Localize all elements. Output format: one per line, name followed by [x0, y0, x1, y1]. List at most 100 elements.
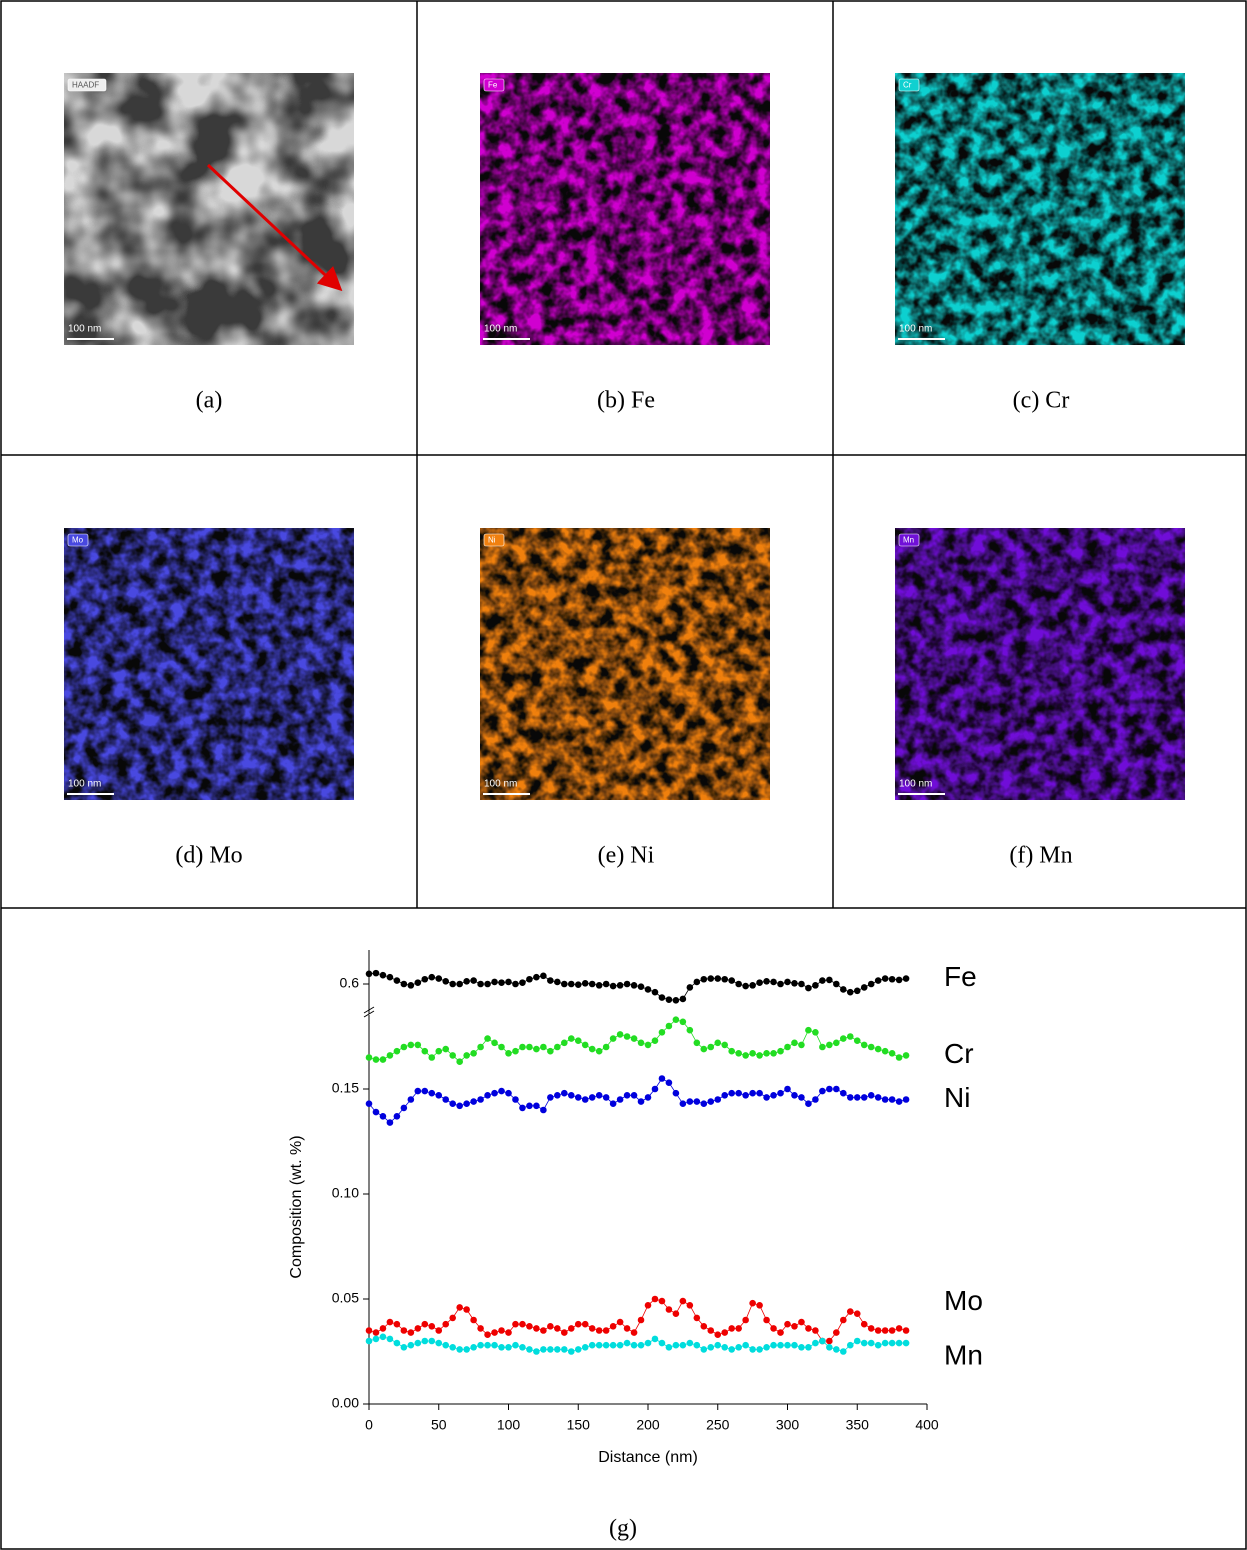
data-point: [777, 1089, 784, 1097]
series-label: Cr: [944, 1038, 974, 1069]
image-tag: Mn: [903, 536, 914, 545]
data-point: [888, 1327, 896, 1334]
y-tick-label: 0.6: [340, 975, 360, 991]
data-point: [798, 1344, 805, 1351]
data-point: [435, 1327, 443, 1334]
data-point: [442, 1096, 450, 1103]
data-point: [658, 1297, 666, 1305]
data-point: [512, 980, 519, 988]
data-point: [672, 1341, 680, 1349]
data-point: [805, 1100, 812, 1107]
data-point: [644, 1302, 652, 1309]
data-point: [616, 1341, 624, 1349]
y-tick-label: 0.15: [332, 1080, 359, 1096]
data-point: [665, 996, 673, 1003]
data-point: [853, 1310, 861, 1317]
data-point: [819, 977, 826, 984]
data-point: [826, 1041, 833, 1049]
data-point: [407, 1329, 415, 1336]
data-point: [665, 1306, 673, 1313]
data-point: [602, 1043, 610, 1051]
data-point: [770, 1341, 777, 1349]
data-point: [686, 1098, 694, 1105]
y-tick-label: 0.10: [332, 1185, 359, 1201]
data-point: [588, 1045, 596, 1053]
data-point: [477, 1325, 484, 1332]
data-point: [519, 979, 526, 986]
data-point: [791, 1341, 798, 1349]
data-point: [686, 984, 694, 991]
caption: (d) Mo: [175, 843, 242, 869]
data-point: [867, 1092, 875, 1099]
data-point: [372, 969, 380, 977]
data-point: [700, 975, 708, 983]
data-point: [512, 1096, 519, 1103]
data-point: [895, 1054, 903, 1061]
data-point: [791, 1092, 798, 1099]
data-point: [602, 1341, 610, 1349]
data-point: [463, 1100, 470, 1107]
data-point: [693, 1039, 701, 1047]
data-point: [777, 1329, 784, 1336]
x-tick-label: 400: [915, 1417, 939, 1433]
data-point: [567, 1325, 575, 1332]
data-point: [749, 1299, 756, 1307]
data-point: [651, 1295, 659, 1303]
data-point: [456, 1346, 463, 1353]
data-point: [386, 1119, 394, 1126]
data-point: [547, 1047, 554, 1055]
data-point: [561, 1089, 568, 1097]
data-point: [609, 1100, 617, 1107]
data-point: [386, 973, 394, 981]
data-point: [623, 1339, 631, 1347]
data-point: [665, 1079, 673, 1086]
data-point: [414, 1325, 422, 1332]
data-point: [846, 1033, 854, 1040]
data-point: [888, 1096, 896, 1103]
data-point: [833, 1039, 840, 1047]
x-tick-label: 150: [567, 1417, 591, 1433]
data-point: [400, 980, 408, 988]
data-point: [484, 1035, 491, 1042]
data-point: [602, 1327, 610, 1334]
data-point: [693, 1314, 701, 1322]
data-point: [874, 1094, 882, 1101]
data-point: [735, 980, 742, 988]
data-point: [805, 1026, 812, 1034]
data-point: [602, 1094, 610, 1101]
data-point: [846, 1094, 854, 1101]
data-point: [512, 1320, 519, 1328]
data-point: [798, 1318, 805, 1326]
data-point: [470, 977, 477, 984]
data-point: [414, 1087, 422, 1095]
data-point: [714, 1341, 722, 1349]
data-point: [735, 1325, 742, 1332]
data-point: [874, 977, 882, 984]
data-point: [533, 1102, 540, 1110]
image-tag: HAADF: [72, 81, 99, 90]
data-point: [456, 980, 463, 988]
data-point: [770, 1092, 777, 1099]
data-point: [895, 1325, 903, 1332]
data-point: [833, 1329, 840, 1336]
data-point: [902, 975, 910, 982]
data-point: [554, 1092, 561, 1099]
data-point: [595, 1047, 603, 1055]
data-point: [602, 980, 610, 988]
data-point: [609, 982, 617, 990]
tag-box: [898, 533, 920, 547]
data-point: [672, 1310, 680, 1317]
scale-bar-label: 100 nm: [899, 324, 932, 335]
data-point: [714, 1331, 722, 1338]
data-point: [658, 1029, 666, 1036]
data-point: [735, 1089, 742, 1097]
data-point: [714, 975, 722, 982]
data-point: [777, 980, 784, 988]
data-point: [888, 975, 896, 983]
data-point: [763, 1094, 770, 1101]
data-point: [833, 1346, 840, 1353]
data-point: [393, 1113, 401, 1120]
data-point: [686, 1339, 694, 1347]
series-line: [368, 1336, 907, 1352]
data-point: [791, 1039, 798, 1047]
